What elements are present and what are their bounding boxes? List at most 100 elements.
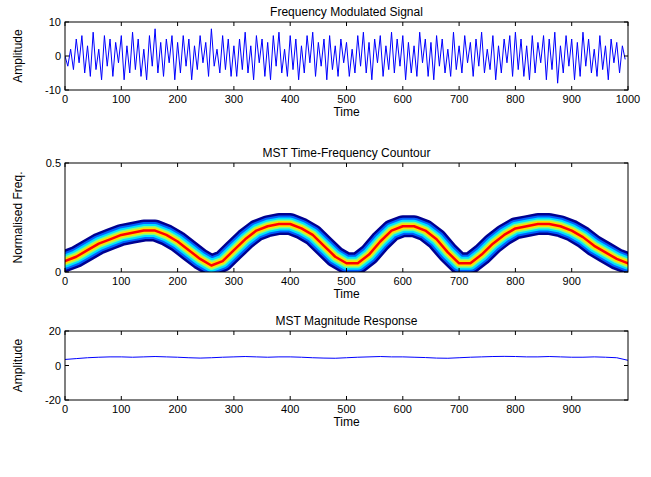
y-tick-label: 20 [49,325,61,337]
x-tick [290,396,291,400]
x-tick [233,331,234,335]
x-tick [290,331,291,335]
x-tick [65,86,66,90]
plot-bg [65,22,628,90]
y-tick-label: 0 [55,266,61,278]
x-tick [571,163,572,167]
x-tick [121,86,122,90]
panel-title: MST Magnitude Response [276,314,418,328]
x-tick-label: 200 [168,275,186,287]
y-tick [65,22,69,23]
x-tick-label: 300 [225,403,243,415]
signal-line [65,29,625,83]
x-tick-label: 0 [62,403,68,415]
x-tick [459,268,460,272]
ridge-band [65,224,628,265]
y-tick-label: 0 [55,50,61,62]
x-tick [402,86,403,90]
x-tick-label: 400 [281,93,299,105]
x-tick [628,86,629,90]
x-tick [65,163,66,167]
y-axis-title: Normalised Freq. [11,171,25,263]
y-tick [65,272,69,273]
x-tick [177,331,178,335]
x-tick-label: 900 [563,403,581,415]
x-tick [177,163,178,167]
y-tick [624,22,628,23]
figure: 01002003004005006007008009001000-10010Fr… [0,0,651,477]
x-tick-label: 500 [337,403,355,415]
x-tick-label: 700 [450,93,468,105]
x-tick [121,22,122,26]
y-tick [65,331,69,332]
x-tick [233,86,234,90]
y-tick-label: -20 [45,394,61,406]
ridge-band [65,224,628,265]
y-tick [65,365,69,366]
x-tick-label: 900 [563,275,581,287]
x-tick [515,396,516,400]
data-group [65,356,628,360]
x-tick [515,331,516,335]
x-tick [571,22,572,26]
y-tick [624,400,628,401]
x-tick [459,86,460,90]
y-tick [624,365,628,366]
y-tick-label: 0.5 [46,157,61,169]
ridge-band [65,224,628,265]
x-tick [177,268,178,272]
x-tick [121,331,122,335]
x-tick [402,396,403,400]
x-tick-label: 500 [337,93,355,105]
x-tick [459,22,460,26]
x-tick [290,22,291,26]
x-tick-label: 900 [563,93,581,105]
x-tick [515,163,516,167]
ridge-band [65,224,628,265]
ridge-band [65,224,628,265]
x-tick-label: 700 [450,403,468,415]
x-tick [346,331,347,335]
x-tick-label: 300 [225,93,243,105]
x-tick-label: 600 [394,275,412,287]
x-tick [402,22,403,26]
panel: 010020030040050060070080090000.5MST Time… [11,146,628,301]
x-tick-label: 0 [62,93,68,105]
x-tick-label: 100 [112,403,130,415]
data-group [65,29,625,83]
x-tick [65,268,66,272]
x-tick-label: 100 [112,93,130,105]
x-tick [571,268,572,272]
x-tick [290,86,291,90]
x-tick-label: 800 [506,275,524,287]
x-tick [177,86,178,90]
x-tick-label: 700 [450,275,468,287]
x-tick [402,268,403,272]
x-tick-label: 300 [225,275,243,287]
x-tick [571,331,572,335]
panel: 01002003004005006007008009001000-10010Fr… [11,5,640,119]
x-tick [571,396,572,400]
x-tick [346,268,347,272]
x-tick-label: 400 [281,275,299,287]
axes-frame [65,22,628,90]
y-tick [624,163,628,164]
x-tick-label: 200 [168,403,186,415]
panel-title: Frequency Modulated Signal [270,5,423,19]
x-axis-title: Time [333,287,360,301]
x-tick [402,331,403,335]
y-tick [65,400,69,401]
x-tick [346,22,347,26]
ridge-band [65,224,628,265]
x-tick-label: 800 [506,403,524,415]
x-axis-title: Time [333,415,360,429]
x-axis-title: Time [333,105,360,119]
x-tick [515,22,516,26]
x-tick-label: 0 [62,275,68,287]
x-tick [515,86,516,90]
x-tick [233,396,234,400]
x-tick-label: 600 [394,403,412,415]
x-tick-label: 600 [394,93,412,105]
signal-line [65,356,628,360]
x-tick-label: 200 [168,93,186,105]
